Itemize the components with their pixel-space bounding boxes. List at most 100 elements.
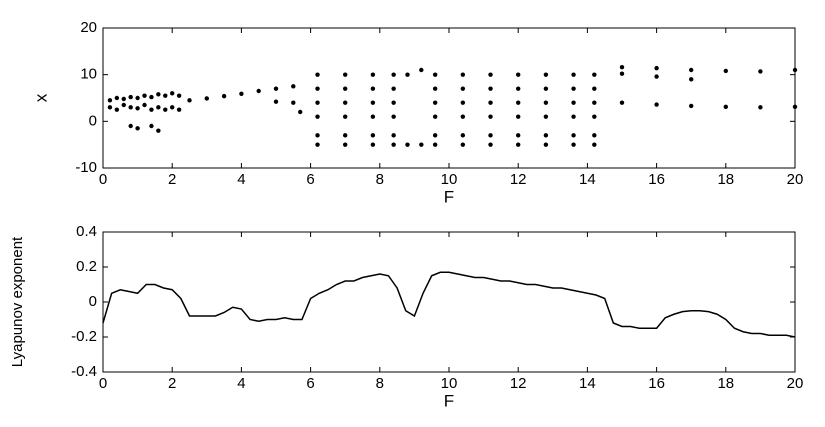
point [543, 100, 549, 105]
x-tick-label: 0 [99, 375, 107, 392]
x-tick-label: 10 [441, 171, 458, 188]
point [723, 104, 728, 110]
x-tick-label: 14 [579, 171, 596, 188]
point [571, 72, 576, 77]
x-axis-label: F [444, 391, 454, 410]
point [516, 100, 521, 105]
point [343, 114, 348, 119]
point [128, 123, 133, 129]
point [187, 98, 192, 103]
point [689, 103, 694, 109]
x-tick-label: 16 [648, 375, 665, 392]
point [370, 133, 376, 138]
x-tick-label: 18 [717, 375, 734, 392]
point [516, 114, 521, 119]
point [291, 100, 296, 105]
point [170, 91, 175, 96]
point [315, 72, 320, 77]
point [149, 123, 154, 129]
y-tick-label: 0.2 [76, 258, 97, 275]
point [543, 72, 549, 77]
lyapunov-line [102, 271, 796, 338]
point [460, 100, 466, 105]
point [432, 72, 438, 77]
point [343, 100, 348, 105]
point [176, 107, 182, 112]
point [135, 106, 140, 111]
y-tick-label: 0 [89, 293, 97, 310]
point [176, 93, 182, 98]
point [619, 65, 625, 70]
x-axis-label: F [444, 187, 454, 206]
y-tick-label: -10 [75, 159, 97, 176]
point [221, 93, 227, 99]
point [149, 94, 154, 100]
point [460, 133, 466, 138]
point [121, 96, 126, 102]
point [460, 86, 466, 91]
point [343, 86, 348, 91]
point [592, 100, 597, 105]
point [163, 107, 168, 112]
y-axis-label: Lyapunov exponent [9, 236, 26, 367]
point [315, 114, 320, 119]
point [543, 86, 549, 91]
point [114, 95, 120, 101]
point [315, 100, 320, 105]
point [391, 133, 396, 138]
point [460, 72, 466, 77]
point [370, 86, 376, 91]
point [121, 102, 126, 108]
point [543, 114, 549, 119]
point [592, 133, 597, 138]
point [792, 104, 798, 110]
point [488, 86, 493, 91]
point [156, 105, 161, 110]
y-tick-label: 0 [89, 112, 97, 129]
point [654, 65, 659, 71]
x-tick-label: 6 [306, 171, 314, 188]
point [405, 72, 410, 77]
point [516, 86, 521, 91]
x-tick-label: 0 [99, 171, 107, 188]
y-tick-label: 20 [80, 19, 97, 36]
point [432, 86, 438, 91]
point [571, 133, 576, 138]
point [516, 72, 521, 77]
point [723, 68, 728, 74]
point [149, 107, 154, 112]
point [488, 133, 493, 138]
point [315, 142, 320, 147]
point [142, 93, 147, 98]
point [315, 133, 320, 138]
point [370, 114, 376, 119]
x-tick-label: 8 [376, 171, 384, 188]
x-tick-label: 2 [168, 375, 176, 392]
point [391, 142, 396, 147]
point [273, 86, 279, 91]
point [170, 105, 175, 110]
point [419, 142, 424, 147]
point [419, 67, 424, 73]
x-tick-label: 14 [579, 375, 596, 392]
point [391, 72, 396, 77]
point [315, 86, 320, 91]
point [343, 133, 348, 138]
point [391, 114, 396, 119]
x-tick-label: 20 [787, 171, 804, 188]
point [128, 94, 133, 100]
point [488, 114, 493, 119]
point [654, 102, 659, 107]
point [204, 96, 209, 101]
point [488, 72, 493, 77]
point [107, 105, 113, 110]
point [571, 86, 576, 91]
point [239, 91, 244, 97]
point [592, 86, 597, 91]
x-tick-label: 20 [787, 375, 804, 392]
point [142, 102, 147, 108]
point [592, 142, 597, 147]
point [758, 69, 763, 74]
x-tick-label: 4 [237, 171, 245, 188]
